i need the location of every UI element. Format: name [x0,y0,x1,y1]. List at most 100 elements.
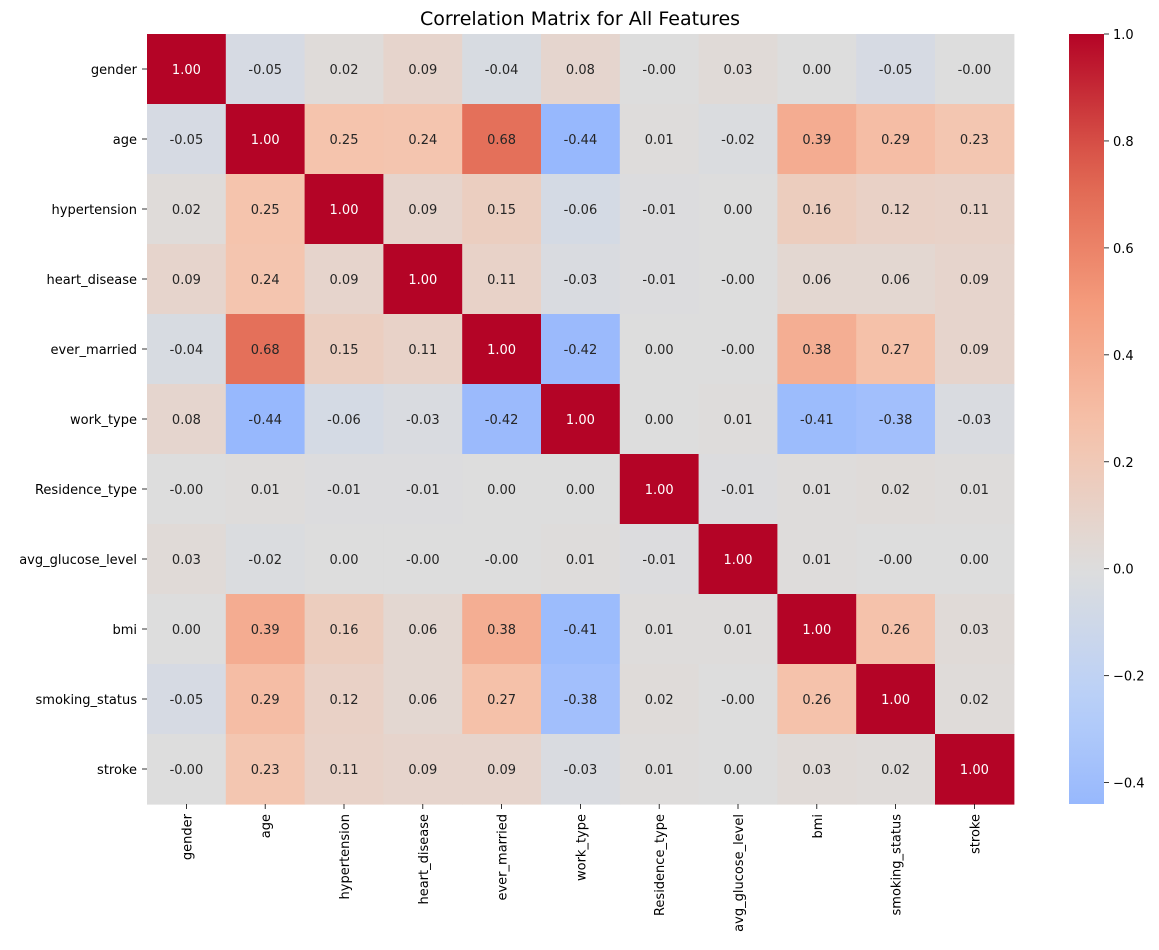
heatmap-cell-hypertension-gender [147,174,227,245]
cell-value-label: 0.03 [172,553,201,568]
heatmap-cell-heart_disease-heart_disease [383,244,463,315]
cell-value-label: -0.44 [248,413,282,428]
cell-value-label: 0.01 [960,483,989,498]
heatmap-cell-heart_disease-stroke [935,244,1015,315]
heatmap-cell-hypertension-work_type [541,174,621,245]
y-tick-label-work_type: work_type [70,413,137,428]
cell-value-label: -0.00 [642,63,676,78]
cell-value-label: 1.00 [487,343,516,358]
heatmap-cell-bmi-ever_married [462,594,542,665]
heatmap-cell-gender-ever_married [462,34,542,105]
cell-value-label: -0.05 [879,63,913,78]
heatmap-cell-stroke-Residence_type [619,734,700,805]
heatmap-cell-heart_disease-avg_glucose_level [698,244,778,315]
cell-value-label: 0.00 [330,553,359,568]
heatmap-cell-bmi-hypertension [304,594,384,665]
heatmap-cell-work_type-age [225,384,306,455]
cell-value-label: 0.23 [251,763,280,778]
heatmap-cell-avg_glucose_level-hypertension [304,524,384,595]
x-tick-label-age: age [259,814,274,838]
cell-value-label: 0.09 [960,343,989,358]
cell-value-label: 0.15 [487,203,516,218]
cell-value-label: 0.03 [960,623,989,638]
heatmap-cell-age-Residence_type [619,104,700,175]
cell-value-label: -0.02 [248,553,282,568]
cell-value-label: 0.00 [566,483,595,498]
heatmap-cell-stroke-ever_married [462,734,542,805]
y-tick-label-age: age [113,133,137,148]
heatmap-cell-heart_disease-Residence_type [619,244,700,315]
heatmap-cell-heart_disease-age [225,244,306,315]
heatmap-cell-Residence_type-age [225,454,306,525]
y-tick-label-bmi: bmi [112,623,137,638]
cell-value-label: -0.03 [406,413,440,428]
cell-value-label: 0.11 [960,203,989,218]
x-tick-label-ever_married: ever_married [496,814,511,901]
heatmap-cell-ever_married-age [225,314,306,385]
cell-value-label: 1.00 [172,63,201,78]
heatmap-cell-hypertension-Residence_type [619,174,700,245]
cell-value-label: 0.08 [566,63,595,78]
heatmap-cell-work_type-avg_glucose_level [698,384,778,455]
cell-value-label: 0.26 [881,623,910,638]
cell-value-label: 0.38 [487,623,516,638]
x-tick-label-hypertension: hypertension [338,814,353,899]
heatmap-cell-smoking_status-work_type [541,664,621,735]
cell-value-label: -0.01 [721,483,755,498]
heatmap-cell-gender-heart_disease [383,34,463,105]
cell-value-label: 0.02 [645,693,674,708]
colorbar-tick-label: 0.0 [1113,563,1134,578]
heatmap-cell-stroke-work_type [541,734,621,805]
heatmap-cell-stroke-avg_glucose_level [698,734,778,805]
x-tick-label-work_type: work_type [574,814,589,881]
cell-value-label: 0.09 [960,273,989,288]
heatmap-cell-bmi-gender [147,594,227,665]
cell-value-label: -0.00 [485,553,519,568]
cell-value-label: -0.01 [642,273,676,288]
heatmap-cell-gender-gender [147,34,227,105]
cell-value-label: 1.00 [566,413,595,428]
cell-value-label: 0.12 [330,693,359,708]
cell-value-label: 0.00 [960,553,989,568]
heatmap-cell-age-avg_glucose_level [698,104,778,175]
cell-value-label: -0.42 [564,343,598,358]
heatmap-cell-Residence_type-work_type [541,454,621,525]
cell-value-label: -0.05 [248,63,282,78]
cell-value-label: -0.38 [564,693,598,708]
heatmap-cell-gender-Residence_type [619,34,700,105]
y-tick-label-Residence_type: Residence_type [35,483,137,498]
cell-value-label: -0.38 [879,413,913,428]
cell-value-label: 0.01 [802,553,831,568]
heatmap-cell-smoking_status-Residence_type [619,664,700,735]
heatmap-cell-work_type-gender [147,384,227,455]
heatmap-cell-avg_glucose_level-stroke [935,524,1015,595]
cell-value-label: 0.06 [881,273,910,288]
heatmap-cell-stroke-heart_disease [383,734,463,805]
heatmap-cell-stroke-smoking_status [856,734,936,805]
cell-value-label: 1.00 [724,553,753,568]
colorbar-tick-label: 0.4 [1113,349,1134,364]
cell-value-label: 0.39 [802,133,831,148]
heatmap-cell-bmi-heart_disease [383,594,463,665]
heatmap-cell-work_type-bmi [777,384,857,455]
cell-value-label: 0.23 [960,133,989,148]
cell-value-label: 0.16 [330,623,359,638]
cell-value-label: 0.29 [251,693,280,708]
cell-value-label: -0.00 [170,763,204,778]
cell-value-label: 1.00 [802,623,831,638]
heatmap-cell-ever_married-smoking_status [856,314,936,385]
cell-value-label: 0.01 [566,553,595,568]
heatmap-cell-work_type-heart_disease [383,384,463,455]
heatmap-cell-hypertension-avg_glucose_level [698,174,778,245]
cell-value-label: 0.02 [881,483,910,498]
heatmap-cell-ever_married-bmi [777,314,857,385]
cell-value-label: 1.00 [251,133,280,148]
cell-value-label: 0.15 [330,343,359,358]
heatmap-cell-age-bmi [777,104,857,175]
heatmap-cell-gender-smoking_status [856,34,936,105]
heatmap-cell-avg_glucose_level-heart_disease [383,524,463,595]
cell-value-label: 1.00 [330,203,359,218]
heatmap-cell-Residence_type-Residence_type [619,454,700,525]
x-tick-label-bmi: bmi [811,814,826,839]
